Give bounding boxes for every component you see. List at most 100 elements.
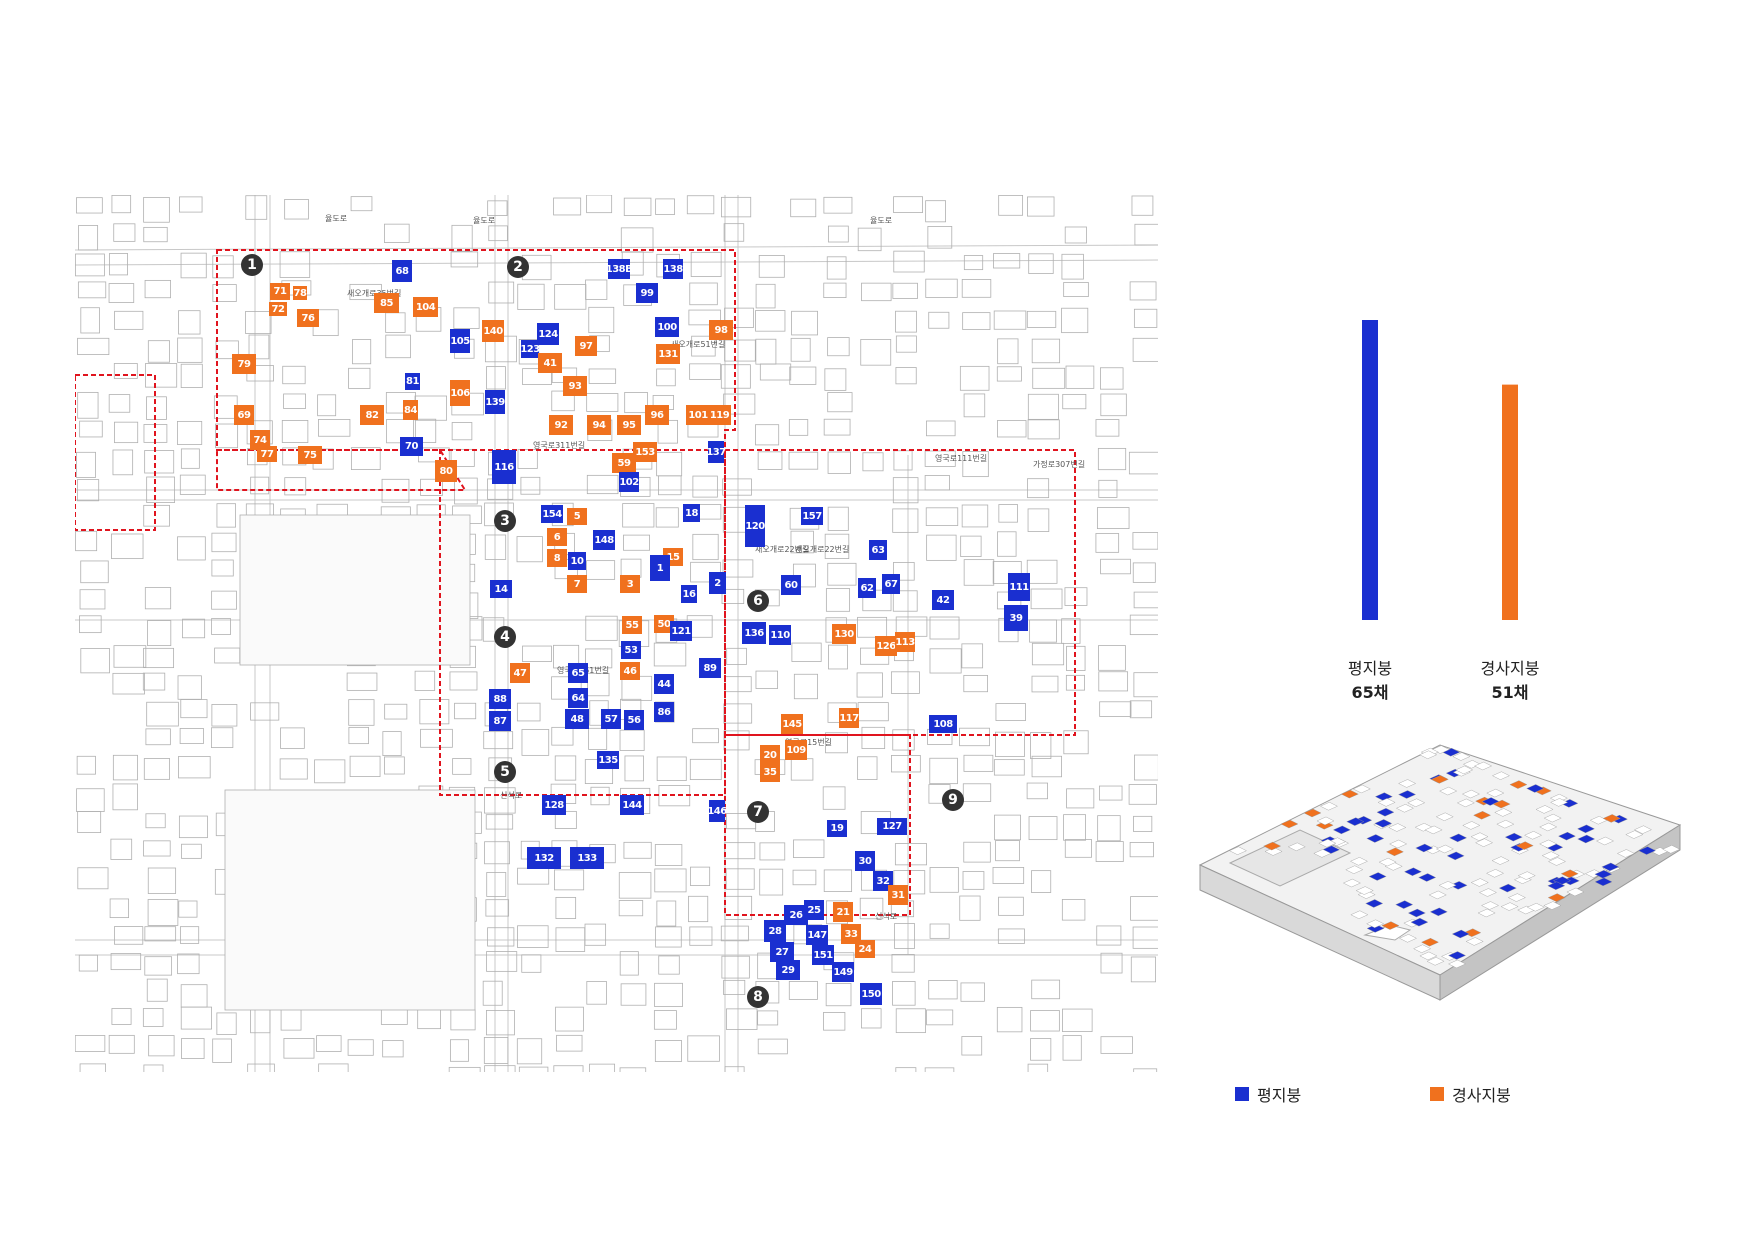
building-62-flat-roof: 62 — [858, 578, 876, 598]
legend-label-flat: 평지붕 — [1257, 1086, 1302, 1105]
building-75-sloped-roof: 75 — [298, 446, 322, 464]
street-label: 영국로111번길 — [935, 454, 988, 463]
building-151-flat-roof: 151 — [812, 945, 834, 965]
building-42-flat-roof: 42 — [932, 590, 954, 610]
building-99-flat-roof: 99 — [636, 283, 658, 303]
building-120-flat-roof: 120 — [745, 505, 765, 547]
building-16-flat-roof: 16 — [681, 585, 697, 603]
block-number-9: 9 — [942, 789, 964, 811]
building-80-sloped-roof: 80 — [435, 460, 457, 482]
block-number-7: 7 — [747, 801, 769, 823]
block-number-1: 1 — [241, 254, 263, 276]
building-108-flat-roof: 108 — [929, 715, 957, 733]
building-150-flat-roof: 150 — [860, 983, 882, 1005]
building-131-sloped-roof: 131 — [656, 344, 680, 364]
building-124-flat-roof: 124 — [537, 323, 559, 345]
street-label: 신석로 — [875, 912, 898, 921]
building-86-flat-roof: 86 — [654, 702, 674, 722]
street-label: 영국로15번길 — [785, 738, 832, 747]
street-label: 신석로 — [500, 791, 523, 800]
building-28-flat-roof: 28 — [764, 920, 786, 942]
building-96-sloped-roof: 96 — [645, 405, 669, 425]
building-48-flat-roof: 48 — [565, 709, 589, 729]
category-flat: 평지붕 — [1347, 659, 1393, 678]
legend-item-flat: 평지붕 — [1235, 1082, 1301, 1106]
building-147-flat-roof: 147 — [806, 925, 828, 945]
building-101-sloped-roof: 101 — [686, 405, 710, 425]
building-60-flat-roof: 60 — [781, 575, 801, 595]
legend-label-sloped: 경사지붕 — [1452, 1086, 1511, 1105]
building-64-flat-roof: 64 — [568, 688, 588, 708]
building-109-sloped-roof: 109 — [785, 740, 807, 760]
building-97-sloped-roof: 97 — [575, 336, 597, 356]
building-106-sloped-roof: 106 — [450, 380, 470, 406]
building-39-flat-roof: 39 — [1004, 605, 1028, 631]
building-31-sloped-roof: 31 — [888, 885, 908, 905]
building-33-sloped-roof: 33 — [841, 924, 861, 944]
block-number-8: 8 — [747, 986, 769, 1008]
building-88-flat-roof: 88 — [489, 689, 511, 709]
building-81-flat-roof: 81 — [405, 373, 420, 390]
building-56-flat-roof: 56 — [624, 710, 644, 730]
building-30-flat-roof: 30 — [855, 851, 875, 871]
building-20-sloped-roof: 20 — [760, 745, 780, 765]
building-127-flat-roof: 127 — [877, 818, 907, 835]
building-130-sloped-roof: 130 — [832, 624, 856, 644]
building-135-flat-roof: 135 — [597, 751, 619, 769]
building-117-sloped-roof: 117 — [839, 708, 859, 728]
building-102-flat-roof: 102 — [619, 472, 639, 492]
legend-swatch-flat — [1235, 1087, 1249, 1101]
building-78-sloped-roof: 78 — [293, 286, 307, 300]
building-14-flat-roof: 14 — [490, 580, 512, 598]
building-89-flat-roof: 89 — [699, 658, 721, 678]
building-53-flat-roof: 53 — [621, 641, 641, 659]
building-146-flat-roof: 146 — [707, 800, 727, 822]
building-138B-flat-roof: 138B — [606, 259, 633, 279]
street-label: 새오개로22번길 — [755, 545, 810, 554]
count-sloped: 51채 — [1491, 683, 1529, 702]
building-149-flat-roof: 149 — [832, 962, 854, 982]
building-121-flat-roof: 121 — [670, 621, 692, 641]
isometric-model — [1190, 735, 1690, 1065]
building-128-flat-roof: 128 — [542, 795, 566, 815]
street-label: 영국로311번길 — [533, 441, 586, 450]
bar-flat-roof — [1362, 320, 1378, 620]
block-number-3: 3 — [494, 510, 516, 532]
building-25-flat-roof: 25 — [804, 900, 824, 920]
building-72-sloped-roof: 72 — [269, 302, 287, 316]
building-46-sloped-roof: 46 — [620, 662, 640, 680]
building-55-sloped-roof: 55 — [622, 616, 642, 634]
building-119-sloped-roof: 119 — [708, 405, 731, 425]
building-93-sloped-roof: 93 — [563, 376, 587, 396]
building-57-flat-roof: 57 — [601, 709, 621, 729]
building-136-flat-roof: 136 — [742, 622, 766, 644]
building-1-flat-roof: 1 — [650, 555, 670, 581]
building-105-flat-roof: 105 — [450, 329, 470, 353]
street-label: 새오개로51번길 — [671, 340, 726, 349]
building-6-sloped-roof: 6 — [547, 528, 567, 546]
district-boundaries — [75, 249, 1076, 916]
roof-type-bar-chart: 평지붕 65채 경사지붕 51채 — [1290, 300, 1570, 710]
map-base — [75, 195, 1158, 1072]
building-94-sloped-roof: 94 — [587, 415, 611, 435]
building-44-flat-roof: 44 — [654, 674, 674, 694]
building-70-flat-roof: 70 — [400, 437, 423, 456]
building-144-flat-roof: 144 — [620, 795, 644, 815]
building-50-sloped-roof: 50 — [654, 615, 674, 633]
building-69-sloped-roof: 69 — [234, 405, 254, 425]
building-76-sloped-roof: 76 — [297, 309, 319, 327]
building-126-sloped-roof: 126 — [875, 636, 897, 656]
building-132-flat-roof: 132 — [527, 847, 561, 869]
building-87-flat-roof: 87 — [489, 711, 511, 731]
block-number-5: 5 — [494, 761, 516, 783]
building-133-flat-roof: 133 — [570, 847, 604, 869]
building-5-sloped-roof: 5 — [567, 508, 587, 525]
building-2-flat-roof: 2 — [709, 572, 726, 594]
building-71-sloped-roof: 71 — [270, 283, 290, 300]
bar-label-sloped: 경사지붕 51채 — [1450, 655, 1570, 703]
building-84-sloped-roof: 84 — [403, 400, 418, 420]
building-92-sloped-roof: 92 — [549, 415, 573, 435]
building-24-sloped-roof: 24 — [855, 940, 875, 958]
count-flat: 65채 — [1351, 683, 1389, 702]
building-139-flat-roof: 139 — [485, 390, 505, 414]
